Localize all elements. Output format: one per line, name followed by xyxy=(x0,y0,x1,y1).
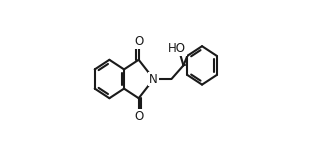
Text: HO: HO xyxy=(168,42,186,55)
Text: O: O xyxy=(134,110,143,123)
Text: N: N xyxy=(149,73,158,85)
Text: O: O xyxy=(134,35,143,48)
